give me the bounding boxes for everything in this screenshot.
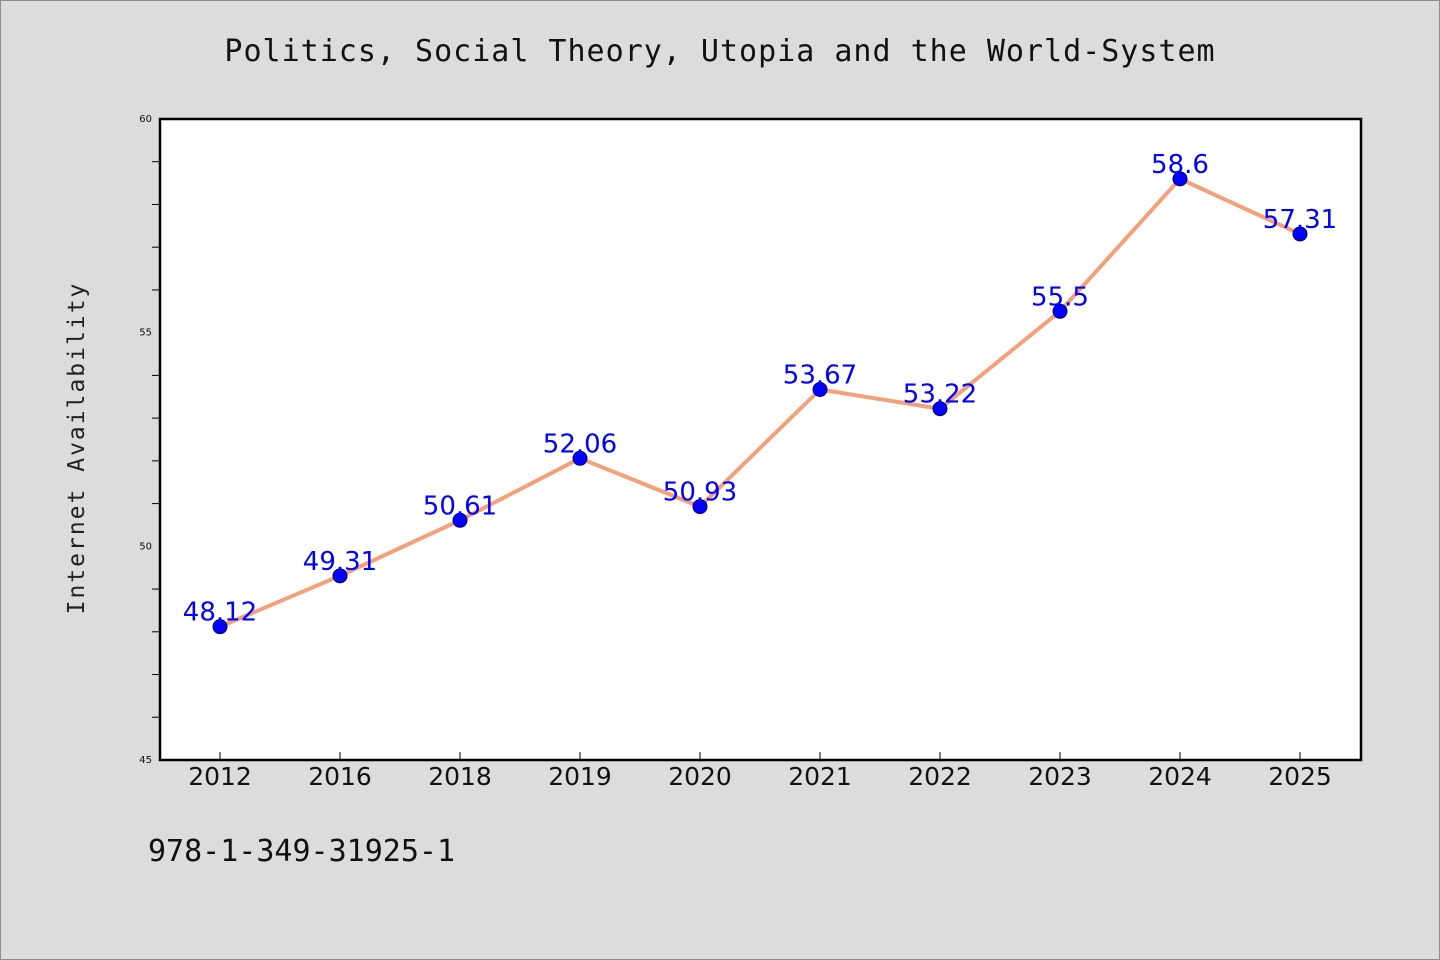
- data-point: [452, 512, 468, 528]
- data-point: [812, 382, 828, 398]
- data-point: [692, 499, 708, 515]
- data-label: 50.93: [663, 478, 737, 508]
- plot-area: [158, 117, 1363, 762]
- data-markers: [212, 171, 1308, 635]
- x-tick-label: 2020: [668, 762, 732, 791]
- data-point: [572, 450, 588, 466]
- data-point: [1292, 226, 1308, 242]
- x-tick-label: 2022: [908, 762, 972, 791]
- data-point: [932, 401, 948, 417]
- data-point: [212, 619, 228, 635]
- data-label: 58.6: [1151, 150, 1209, 180]
- x-tick-label: 2018: [428, 762, 492, 791]
- x-tick-label: 2016: [308, 762, 372, 791]
- data-label: 57.31: [1263, 205, 1337, 235]
- x-tick-label: 2019: [548, 762, 612, 791]
- y-axis: 45 50 55 60: [139, 114, 160, 766]
- x-tick-label: 2024: [1148, 762, 1212, 791]
- data-label: 55.5: [1031, 282, 1089, 312]
- data-label: 52.06: [543, 429, 617, 459]
- series-line: [218, 176, 1302, 629]
- data-labels: 48.12 49.31 50.61 52.06 50.93 53.67 53.22 55.5 5…: [183, 150, 1337, 628]
- data-label: 53.22: [903, 380, 977, 410]
- data-label: 53.67: [783, 361, 857, 391]
- data-point: [1172, 171, 1188, 187]
- data-label: 48.12: [183, 598, 257, 628]
- y-tick-label: 45: [139, 755, 152, 766]
- x-axis: 2012 2016 2018 2019 2020 2021 2022 2023 2024 2025: [188, 752, 1332, 791]
- x-tick-label: 2023: [1028, 762, 1092, 791]
- data-label: 50.61: [423, 491, 497, 521]
- y-tick-label: 55: [139, 328, 152, 339]
- data-point: [1052, 303, 1068, 319]
- data-point: [332, 568, 348, 584]
- x-tick-label: 2012: [188, 762, 252, 791]
- isbn-text: 978-1-349-31925-1: [148, 834, 456, 869]
- x-tick-label: 2025: [1268, 762, 1332, 791]
- y-tick-label: 60: [139, 114, 152, 125]
- chart-title: Politics, Social Theory, Utopia and the …: [224, 34, 1216, 69]
- data-label: 49.31: [303, 547, 377, 577]
- x-tick-label: 2021: [788, 762, 852, 791]
- y-tick-label: 50: [139, 541, 152, 552]
